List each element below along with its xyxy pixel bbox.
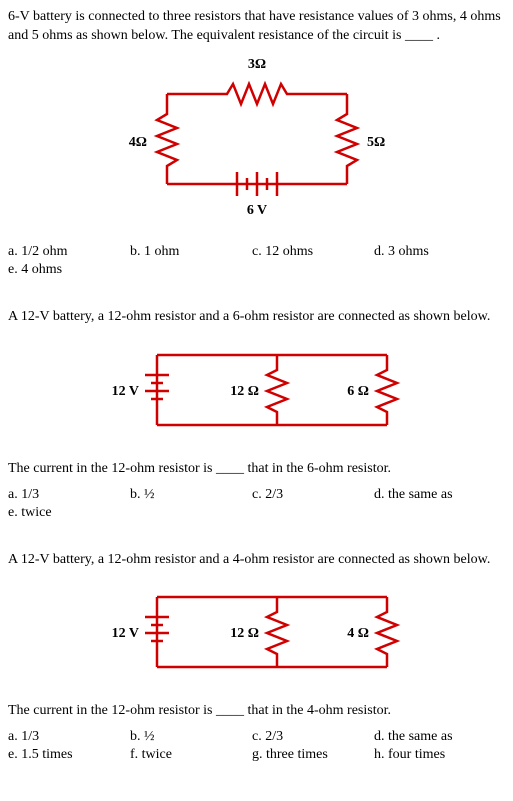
q3-prompt: A 12-V battery, a 12-ohm resistor and a … (8, 551, 505, 570)
q1-choice-c: c. 12 ohms (252, 244, 366, 260)
q2-choices: a. 1/3 b. ½ c. 2/3 d. the same as e. twi… (8, 487, 488, 521)
q3-circuit: 12 V 12 Ω 4 Ω (8, 577, 505, 692)
q3-choice-c: c. 2/3 (252, 729, 366, 745)
q1-prompt: 6-V battery is connected to three resist… (8, 8, 505, 46)
q2-choice-d: d. the same as (374, 487, 488, 503)
q2-circuit: 12 V 12 Ω 6 Ω (8, 335, 505, 450)
q3-r1-label: 12 Ω (230, 626, 259, 641)
q2-choice-a: a. 1/3 (8, 487, 122, 503)
q2-choice-e: e. twice (8, 505, 122, 521)
q1-choice-d: d. 3 ohms (374, 244, 488, 260)
q2-r2-label: 6 Ω (347, 384, 369, 399)
q3-r1 (267, 597, 287, 667)
q2-svg: 12 V 12 Ω 6 Ω (97, 335, 417, 445)
q1-circuit: 3Ω 4Ω 5Ω (8, 54, 505, 234)
q2-sub: The current in the 12-ohm resistor is __… (8, 460, 505, 479)
q3-choice-e: e. 1.5 times (8, 747, 122, 763)
q3-choice-g: g. three times (252, 747, 366, 763)
q1-r-left-label: 4Ω (128, 135, 146, 150)
q1-choice-e: e. 4 ohms (8, 262, 122, 278)
q3-choice-h: h. four times (374, 747, 488, 763)
question-2: A 12-V battery, a 12-ohm resistor and a … (8, 308, 505, 521)
question-3: A 12-V battery, a 12-ohm resistor and a … (8, 551, 505, 764)
q1-choice-a: a. 1/2 ohm (8, 244, 122, 260)
q2-r1 (267, 355, 287, 425)
q2-choice-c: c. 2/3 (252, 487, 366, 503)
q2-choice-b: b. ½ (130, 487, 244, 503)
q3-sub: The current in the 12-ohm resistor is __… (8, 702, 505, 721)
q2-r2 (377, 355, 397, 425)
q1-right-resistor (337, 94, 357, 184)
q1-r-top-label: 3Ω (247, 57, 265, 72)
q2-r1-label: 12 Ω (230, 384, 259, 399)
q3-choice-f: f. twice (130, 747, 244, 763)
q1-batt-label: 6 V (246, 203, 266, 218)
q1-left-resistor (157, 94, 177, 184)
q3-choice-d: d. the same as (374, 729, 488, 745)
q1-r-right-label: 5Ω (367, 135, 385, 150)
q2-prompt: A 12-V battery, a 12-ohm resistor and a … (8, 308, 505, 327)
q3-choice-b: b. ½ (130, 729, 244, 745)
q1-choice-b: b. 1 ohm (130, 244, 244, 260)
q1-svg: 3Ω 4Ω 5Ω (117, 54, 397, 229)
q3-svg: 12 V 12 Ω 4 Ω (97, 577, 417, 687)
q1-top-wire (167, 84, 347, 104)
q3-choices: a. 1/3 b. ½ c. 2/3 d. the same as e. 1.5… (8, 729, 488, 763)
q2-batt-label: 12 V (111, 384, 138, 399)
q3-batt-label: 12 V (111, 626, 138, 641)
q3-choice-a: a. 1/3 (8, 729, 122, 745)
q3-r2-label: 4 Ω (347, 626, 369, 641)
q3-r2 (377, 597, 397, 667)
q1-choices: a. 1/2 ohm b. 1 ohm c. 12 ohms d. 3 ohms… (8, 244, 488, 278)
question-1: 6-V battery is connected to three resist… (8, 8, 505, 278)
